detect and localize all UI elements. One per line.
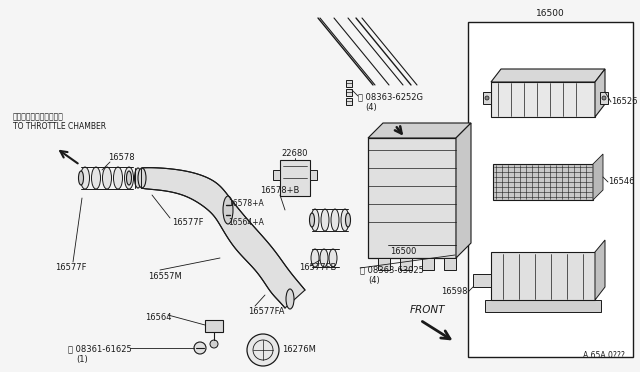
- Bar: [346, 89, 352, 96]
- Text: 16577F: 16577F: [55, 263, 86, 272]
- Bar: [600, 92, 608, 104]
- Polygon shape: [422, 258, 434, 270]
- Text: 16577FA: 16577FA: [248, 307, 285, 316]
- Ellipse shape: [134, 168, 141, 188]
- Text: (4): (4): [365, 103, 377, 112]
- Ellipse shape: [311, 209, 319, 231]
- Bar: [346, 98, 352, 105]
- Bar: [280, 160, 310, 196]
- Text: 16276M: 16276M: [282, 346, 316, 355]
- Circle shape: [602, 96, 606, 100]
- Polygon shape: [491, 82, 595, 117]
- Text: (4): (4): [368, 276, 380, 285]
- Polygon shape: [456, 123, 471, 258]
- Ellipse shape: [310, 213, 314, 227]
- Polygon shape: [493, 164, 593, 200]
- Polygon shape: [491, 252, 595, 300]
- Text: A 65A 0???: A 65A 0???: [583, 351, 625, 360]
- Circle shape: [247, 334, 279, 366]
- Text: 16578+B: 16578+B: [260, 186, 300, 195]
- Ellipse shape: [79, 171, 83, 185]
- Polygon shape: [400, 258, 412, 270]
- Polygon shape: [485, 300, 601, 312]
- Polygon shape: [595, 69, 605, 117]
- Ellipse shape: [311, 249, 319, 267]
- Polygon shape: [368, 123, 471, 138]
- Ellipse shape: [81, 167, 90, 189]
- Text: 16526: 16526: [611, 97, 637, 106]
- Text: スロットルチャンバーヘ: スロットルチャンバーヘ: [13, 112, 64, 121]
- Text: 16500: 16500: [390, 247, 417, 256]
- Text: Ⓝ 08363-63025: Ⓝ 08363-63025: [360, 265, 424, 274]
- Ellipse shape: [331, 209, 339, 231]
- Text: 16578: 16578: [108, 153, 134, 162]
- Polygon shape: [595, 240, 605, 300]
- Ellipse shape: [321, 209, 329, 231]
- Text: Ⓝ 08361-61625: Ⓝ 08361-61625: [68, 344, 132, 353]
- Circle shape: [194, 342, 206, 354]
- Ellipse shape: [320, 249, 328, 267]
- Text: FRONT: FRONT: [410, 305, 445, 315]
- Text: 16577FB: 16577FB: [299, 263, 337, 272]
- Text: 16557M: 16557M: [148, 272, 182, 281]
- Circle shape: [485, 96, 489, 100]
- Ellipse shape: [286, 289, 294, 309]
- Ellipse shape: [127, 171, 131, 185]
- Text: 16564+A: 16564+A: [228, 218, 264, 227]
- Ellipse shape: [92, 167, 100, 189]
- Bar: [483, 92, 491, 104]
- Text: 16564: 16564: [145, 313, 172, 322]
- Text: 22680: 22680: [282, 149, 308, 158]
- Text: TO THROTTLE CHAMBER: TO THROTTLE CHAMBER: [13, 122, 106, 131]
- Ellipse shape: [113, 167, 122, 189]
- Text: 16500: 16500: [536, 9, 565, 18]
- Text: 16578+A: 16578+A: [228, 199, 264, 208]
- Polygon shape: [378, 258, 390, 270]
- Polygon shape: [473, 274, 491, 287]
- Ellipse shape: [341, 209, 349, 231]
- Ellipse shape: [329, 249, 337, 267]
- Ellipse shape: [138, 168, 146, 188]
- Text: 16598: 16598: [442, 288, 468, 296]
- Polygon shape: [368, 138, 456, 258]
- Bar: [205, 320, 223, 332]
- Circle shape: [210, 340, 218, 348]
- Polygon shape: [593, 154, 603, 200]
- Ellipse shape: [125, 167, 134, 189]
- Bar: [273, 170, 280, 180]
- Ellipse shape: [346, 213, 351, 227]
- Text: Ⓝ 08363-6252G: Ⓝ 08363-6252G: [358, 92, 423, 101]
- Text: 16546: 16546: [608, 177, 634, 186]
- Ellipse shape: [223, 196, 233, 224]
- Polygon shape: [142, 168, 305, 308]
- Ellipse shape: [102, 167, 111, 189]
- Text: (1): (1): [76, 355, 88, 364]
- Polygon shape: [491, 69, 605, 82]
- Bar: [346, 80, 352, 87]
- Bar: [468, 22, 633, 357]
- Polygon shape: [444, 258, 456, 270]
- Bar: [310, 170, 317, 180]
- Text: 16577F: 16577F: [172, 218, 204, 227]
